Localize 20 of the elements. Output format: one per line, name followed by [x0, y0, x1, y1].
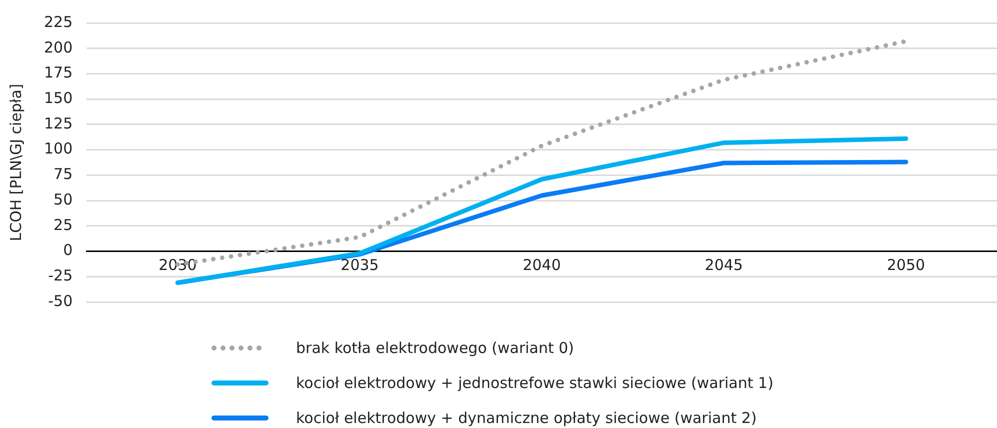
- y-tick-label: 100: [44, 140, 73, 158]
- y-tick-label: 50: [54, 190, 73, 208]
- y-tick-label: 200: [44, 38, 73, 56]
- y-tick-label: 225: [44, 12, 73, 31]
- y-tick-label: 175: [44, 64, 73, 82]
- legend-label: brak kotła elektrodowego (wariant 0): [296, 338, 574, 356]
- y-tick-label: -25: [48, 266, 73, 285]
- legend-label: kocioł elektrodowy + dynamiczne opłaty sieciowe (wariant 2): [296, 408, 757, 426]
- y-tick-label: 25: [54, 216, 73, 234]
- x-tick-label: 2045: [704, 256, 743, 274]
- x-tick-label: 2035: [340, 256, 379, 274]
- x-tick-label: 2050: [886, 256, 926, 274]
- y-tick-label: 0: [63, 241, 73, 260]
- y-tick-label: -50: [48, 292, 73, 310]
- y-tick-label: 150: [44, 88, 73, 107]
- x-tick-label: 2040: [522, 256, 561, 274]
- y-axis-title: LCOH [PLN\GJ ciepła]: [6, 84, 25, 242]
- y-tick-label: 125: [44, 114, 73, 132]
- legend-label: kocioł elektrodowy + jednostrefowe stawki sieciowe (wariant 1): [296, 374, 774, 392]
- y-tick-label: 75: [54, 165, 73, 184]
